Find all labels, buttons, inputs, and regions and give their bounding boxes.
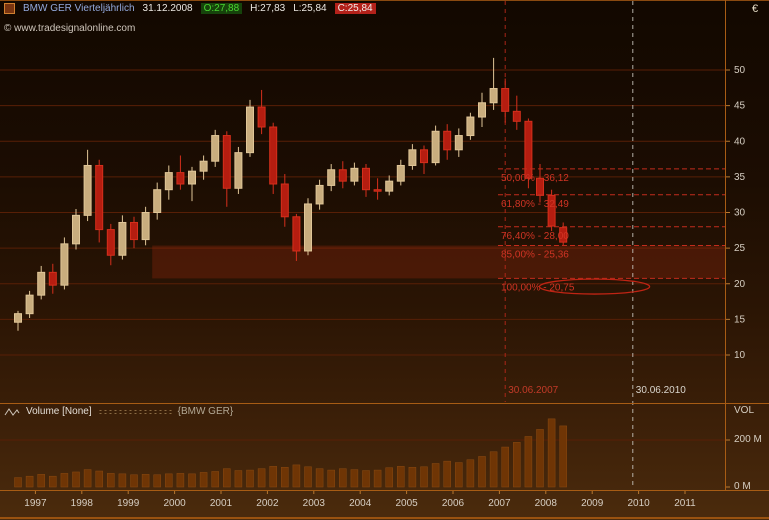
svg-text:100,00% - 20,75: 100,00% - 20,75 <box>501 282 575 293</box>
time-axis[interactable] <box>0 491 725 517</box>
price-axis-separator <box>725 0 726 490</box>
legend-high-value: H:27,83 <box>250 3 286 14</box>
svg-text:30.06.2010: 30.06.2010 <box>636 385 686 396</box>
svg-text:25: 25 <box>734 243 746 254</box>
copyright-text: © www.tradesignalonline.com <box>4 23 136 34</box>
svg-text:30.06.2007: 30.06.2007 <box>508 385 558 396</box>
volume-panel-header: Volume [None] {BMW GER} <box>4 406 233 417</box>
price-axis-labels: 50 45 40 35 30 25 20 15 10 <box>726 65 746 361</box>
indicator-zigzag-icon <box>4 407 20 416</box>
legend-low-value: L:25,84 <box>293 3 327 14</box>
fib-highlight-band <box>152 245 725 279</box>
svg-text:40: 40 <box>734 136 746 147</box>
volume-timeaxis-separator[interactable] <box>0 490 769 491</box>
price-axis[interactable] <box>726 0 769 403</box>
legend-title: BMW GER Vierteljährlich <box>23 3 135 14</box>
svg-text:50: 50 <box>734 65 746 76</box>
svg-text:2006: 2006 <box>442 498 465 509</box>
chart-legend: BMW GER Vierteljährlich 31.12.2008 O:27,… <box>4 3 376 14</box>
svg-text:10: 10 <box>734 350 746 361</box>
legend-close-value: C:25,84 <box>334 3 376 14</box>
legend-open-value: O:27,88 <box>200 3 243 14</box>
currency-symbol: € <box>752 3 759 15</box>
svg-text:2010: 2010 <box>627 498 650 509</box>
svg-text:2011: 2011 <box>674 498 696 509</box>
svg-text:0 M: 0 M <box>734 481 751 492</box>
date-marker-lines: 30.06.2007 30.06.2010 <box>504 1 686 489</box>
svg-text:2000: 2000 <box>163 498 186 509</box>
svg-text:2004: 2004 <box>349 498 372 509</box>
svg-text:20: 20 <box>734 279 746 290</box>
svg-text:45: 45 <box>734 101 746 112</box>
volume-indicator-label: Volume [None] <box>26 406 92 417</box>
volume-bars <box>14 418 567 488</box>
svg-text:2007: 2007 <box>488 498 511 509</box>
svg-text:2002: 2002 <box>256 498 279 509</box>
volume-axis-labels: VOL 200 M 0 M <box>726 405 762 492</box>
volume-axis[interactable] <box>726 404 769 490</box>
svg-text:2001: 2001 <box>210 498 233 509</box>
svg-text:2009: 2009 <box>581 498 604 509</box>
instrument-icon <box>4 3 15 14</box>
year-labels: 1997 1998 1999 2000 2001 2002 2003 2004 2005 2006… <box>24 491 696 509</box>
svg-text:1999: 1999 <box>117 498 140 509</box>
legend-date: 31.12.2008 <box>142 3 193 14</box>
series-tab[interactable]: {BMW GER} <box>177 406 234 417</box>
svg-text:85,00% - 25,36: 85,00% - 25,36 <box>501 250 569 261</box>
svg-text:2003: 2003 <box>303 498 326 509</box>
svg-text:VOL: VOL <box>734 405 754 416</box>
svg-text:1997: 1997 <box>24 498 47 509</box>
svg-text:61,80% - 32,49: 61,80% - 32,49 <box>501 199 569 210</box>
svg-text:2005: 2005 <box>395 498 418 509</box>
svg-text:50,00% - 36,12: 50,00% - 36,12 <box>501 173 569 184</box>
candles <box>14 57 568 331</box>
price-gridlines <box>0 69 725 356</box>
svg-text:76,40% - 28,00: 76,40% - 28,00 <box>501 231 569 242</box>
svg-text:15: 15 <box>734 314 746 325</box>
main-volume-separator[interactable] <box>0 403 769 404</box>
top-border <box>0 0 769 1</box>
ellipse-annotation <box>538 278 651 295</box>
svg-text:1998: 1998 <box>71 498 94 509</box>
svg-text:35: 35 <box>734 172 746 183</box>
bottom-border <box>0 517 769 519</box>
svg-text:200 M: 200 M <box>734 434 762 445</box>
panel-drag-handle[interactable] <box>97 409 172 414</box>
svg-text:30: 30 <box>734 208 746 219</box>
svg-text:2008: 2008 <box>535 498 558 509</box>
fib-retracement: 50,00% - 36,12 61,80% - 32,49 76,40% - 28,… <box>498 168 725 293</box>
